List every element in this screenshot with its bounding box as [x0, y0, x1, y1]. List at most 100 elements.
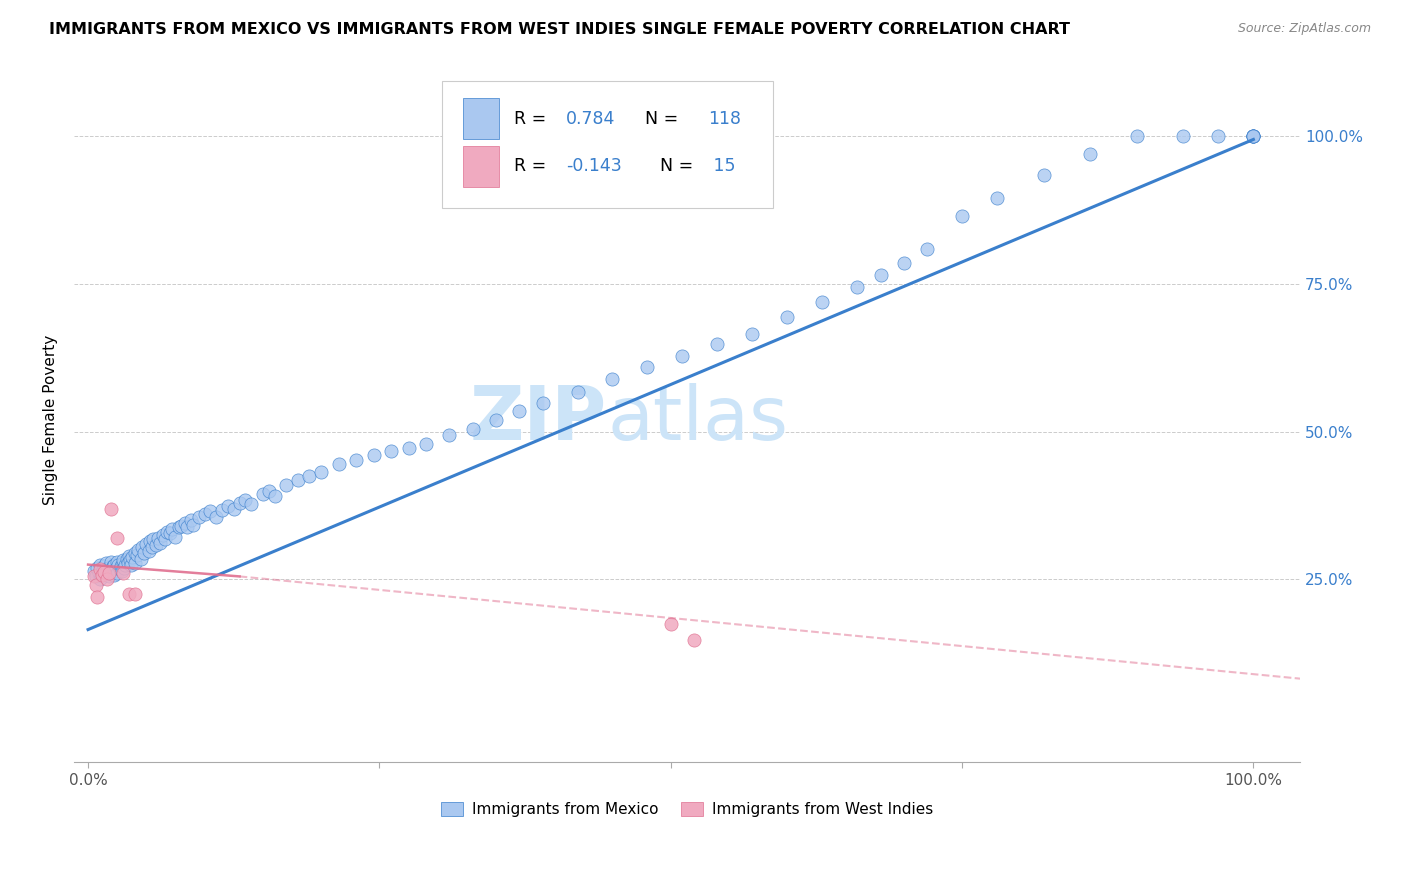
Point: [1126, 129, 1149, 144]
Point: [97, 560, 120, 574]
Point: [567, 384, 589, 399]
Point: [84, 569, 107, 583]
Point: [176, 520, 198, 534]
Point: [100, 501, 122, 516]
Point: [138, 544, 160, 558]
Point: [950, 209, 973, 223]
Point: [671, 349, 693, 363]
Point: [105, 531, 128, 545]
Text: atlas: atlas: [607, 384, 789, 457]
Point: [124, 546, 146, 560]
Point: [194, 508, 217, 522]
Point: [89, 573, 111, 587]
Point: [683, 632, 706, 647]
Text: 15: 15: [707, 158, 735, 176]
Point: [287, 473, 309, 487]
Point: [222, 501, 245, 516]
Point: [124, 587, 146, 601]
Legend: Immigrants from Mexico, Immigrants from West Indies: Immigrants from Mexico, Immigrants from …: [434, 796, 939, 823]
Point: [90, 567, 112, 582]
Point: [240, 497, 263, 511]
Point: [131, 540, 153, 554]
Point: [124, 556, 146, 570]
Point: [1208, 129, 1230, 144]
Point: [96, 564, 118, 578]
Text: R =: R =: [515, 110, 553, 128]
Point: [100, 555, 122, 569]
Point: [252, 487, 274, 501]
Point: [89, 562, 111, 576]
Point: [153, 533, 176, 547]
Point: [141, 540, 163, 554]
Point: [114, 558, 136, 572]
Point: [89, 558, 111, 572]
Point: [485, 413, 508, 427]
Point: [1173, 129, 1195, 144]
Point: [103, 567, 125, 582]
Point: [380, 443, 402, 458]
Point: [160, 522, 183, 536]
Point: [659, 616, 682, 631]
Point: [107, 558, 129, 572]
Point: [363, 449, 385, 463]
Text: ZIP: ZIP: [470, 384, 607, 457]
Point: [167, 520, 190, 534]
Point: [112, 553, 135, 567]
Point: [159, 526, 181, 541]
Point: [1032, 168, 1054, 182]
Point: [915, 242, 938, 256]
Point: [129, 551, 152, 566]
FancyBboxPatch shape: [463, 98, 499, 139]
Point: [263, 489, 285, 503]
Point: [415, 436, 437, 450]
Point: [91, 562, 114, 576]
Point: [298, 469, 321, 483]
Point: [118, 587, 141, 601]
Point: [893, 256, 915, 270]
Point: [439, 427, 461, 442]
Point: [205, 510, 228, 524]
Point: [309, 465, 332, 479]
Point: [152, 528, 174, 542]
Point: [127, 542, 149, 557]
Point: [328, 457, 350, 471]
Point: [83, 569, 105, 583]
Point: [846, 280, 869, 294]
Point: [103, 558, 125, 572]
Text: N =: N =: [634, 110, 685, 128]
Point: [1241, 129, 1264, 144]
Point: [156, 525, 179, 540]
Text: -0.143: -0.143: [565, 158, 621, 176]
Point: [98, 569, 121, 583]
Point: [508, 404, 530, 418]
Point: [1241, 129, 1264, 144]
Point: [170, 519, 193, 533]
Point: [706, 337, 728, 351]
Point: [200, 504, 222, 518]
Point: [165, 530, 187, 544]
Text: IMMIGRANTS FROM MEXICO VS IMMIGRANTS FROM WEST INDIES SINGLE FEMALE POVERTY CORR: IMMIGRANTS FROM MEXICO VS IMMIGRANTS FRO…: [49, 22, 1070, 37]
Point: [117, 556, 139, 570]
Point: [112, 560, 135, 574]
Point: [91, 566, 114, 580]
Point: [105, 555, 128, 569]
Point: [112, 556, 135, 570]
Point: [96, 573, 118, 587]
Point: [135, 537, 157, 551]
Point: [100, 562, 122, 576]
Point: [86, 590, 108, 604]
Point: [112, 566, 135, 581]
Point: [111, 564, 134, 578]
Point: [87, 566, 110, 581]
Point: [105, 566, 128, 581]
FancyBboxPatch shape: [463, 146, 499, 187]
Point: [776, 310, 799, 324]
Point: [869, 268, 891, 283]
Point: [120, 558, 142, 572]
Point: [180, 513, 202, 527]
Point: [86, 560, 108, 574]
Point: [94, 566, 117, 581]
Point: [145, 538, 167, 552]
Text: 118: 118: [707, 110, 741, 128]
Point: [461, 422, 484, 436]
